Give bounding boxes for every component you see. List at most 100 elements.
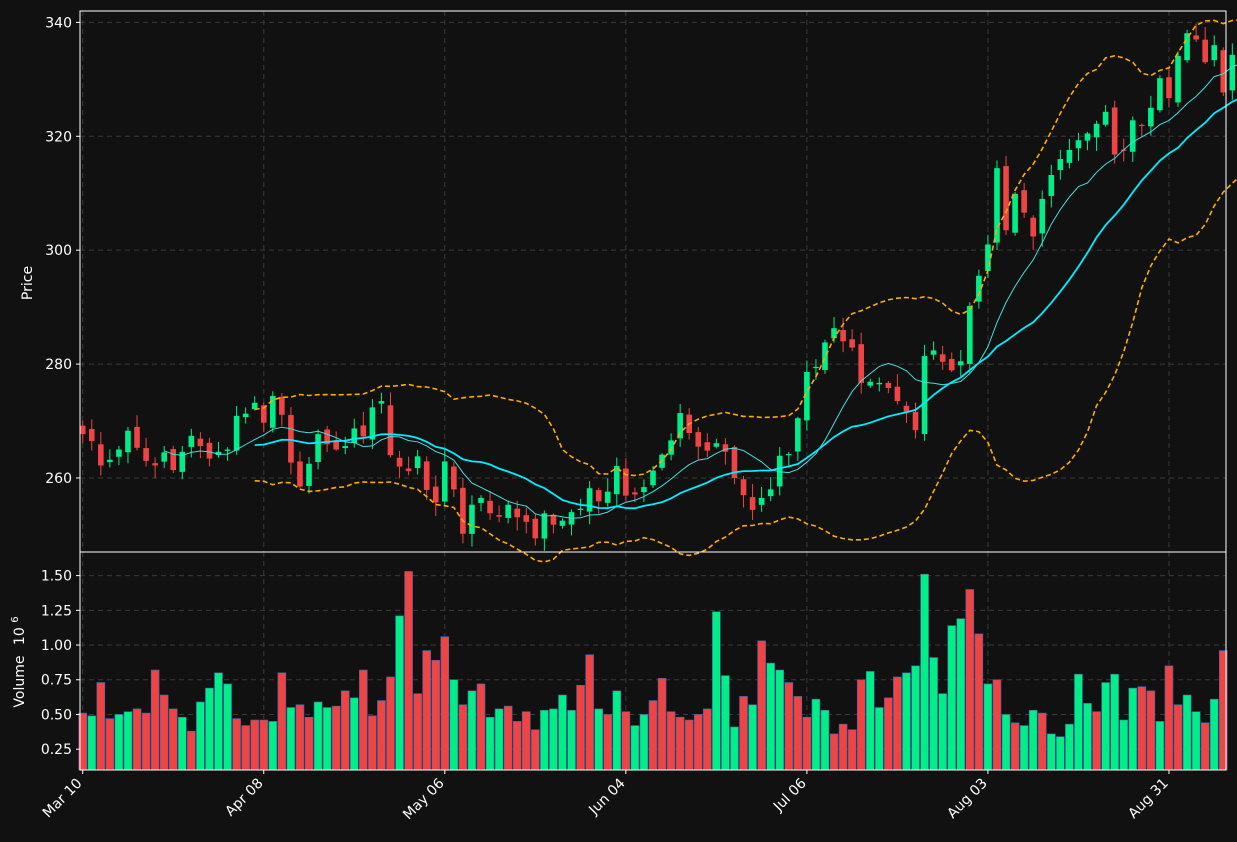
candle-body bbox=[270, 395, 276, 428]
volume-bar bbox=[313, 701, 323, 771]
candle-body bbox=[804, 372, 810, 421]
candle-body bbox=[921, 356, 928, 435]
moving-average-line-20 bbox=[254, 98, 1237, 510]
volume-ytick-label: 1.00 bbox=[41, 638, 72, 654]
candle-body bbox=[1175, 55, 1181, 103]
volume-bar bbox=[467, 690, 477, 771]
volume-bar bbox=[531, 729, 540, 771]
volume-ytick-label: 0.75 bbox=[41, 673, 72, 689]
candle-body bbox=[767, 489, 774, 497]
candle-body bbox=[903, 405, 910, 412]
price-ytick-label: 260 bbox=[45, 471, 72, 487]
candle-body bbox=[822, 342, 828, 370]
candle-body bbox=[1211, 45, 1218, 61]
volume-bar bbox=[1191, 711, 1201, 771]
volume-bar bbox=[512, 721, 522, 771]
volume-bar bbox=[567, 709, 576, 771]
candle-body bbox=[351, 428, 358, 443]
volume-axis-label-text: Volume bbox=[12, 656, 28, 708]
candle-body bbox=[125, 430, 131, 453]
candle-body bbox=[604, 491, 611, 503]
volume-bar bbox=[811, 698, 821, 771]
candle-body bbox=[224, 449, 231, 451]
volume-bar bbox=[232, 718, 241, 771]
candle-body bbox=[695, 432, 702, 447]
volume-bar bbox=[386, 676, 395, 771]
volume-bar bbox=[730, 726, 739, 771]
candle-body bbox=[1184, 33, 1190, 61]
volume-bar bbox=[684, 719, 694, 771]
candle-body bbox=[423, 461, 430, 490]
volume-bar bbox=[521, 711, 531, 771]
volume-bar bbox=[132, 708, 142, 771]
candle-body bbox=[88, 429, 95, 441]
volume-ytick-label: 0.50 bbox=[41, 707, 72, 723]
volume-bar bbox=[1056, 736, 1065, 771]
candle-body bbox=[143, 448, 149, 461]
volume-ytick-label: 1.25 bbox=[41, 603, 72, 619]
volume-bar bbox=[1182, 694, 1192, 771]
candle-body bbox=[876, 382, 883, 385]
volume-bar bbox=[268, 721, 278, 771]
candle-body bbox=[478, 497, 484, 503]
volume-bar bbox=[639, 714, 649, 771]
candle-body bbox=[514, 508, 521, 518]
volume-bar bbox=[1200, 722, 1210, 771]
volume-bar bbox=[159, 694, 169, 771]
volume-bar bbox=[621, 711, 631, 771]
candle-body bbox=[242, 413, 249, 418]
volume-bar bbox=[893, 676, 902, 771]
candle-body bbox=[342, 446, 349, 449]
volume-bar bbox=[1110, 673, 1119, 771]
candle-body bbox=[1148, 107, 1154, 127]
volume-bar bbox=[1119, 719, 1128, 771]
candle-body bbox=[1066, 149, 1073, 163]
volume-bar bbox=[1001, 714, 1011, 771]
candle-body bbox=[1193, 35, 1199, 40]
candle-body bbox=[948, 358, 955, 371]
volume-bar bbox=[666, 711, 676, 771]
candle-body bbox=[369, 407, 376, 440]
candle-body bbox=[894, 386, 901, 402]
volume-bar bbox=[1137, 686, 1147, 771]
candle-body bbox=[957, 361, 964, 366]
candle-body bbox=[197, 438, 204, 447]
volume-bar bbox=[105, 718, 115, 771]
candle-body bbox=[161, 452, 167, 462]
volume-bar bbox=[920, 573, 929, 771]
candle-body bbox=[668, 440, 674, 455]
volume-bar bbox=[96, 682, 106, 771]
candle-body bbox=[1139, 124, 1145, 127]
price-ytick-label: 300 bbox=[45, 243, 72, 259]
volume-bar bbox=[757, 640, 766, 771]
axes bbox=[79, 10, 1227, 771]
volume-bar bbox=[1101, 682, 1110, 771]
candle-body bbox=[541, 513, 548, 539]
candle-body bbox=[795, 418, 801, 452]
candle-body bbox=[677, 413, 683, 439]
candle-body bbox=[360, 425, 367, 437]
candle-body bbox=[505, 504, 511, 518]
volume-bar bbox=[875, 707, 884, 771]
volume-bar bbox=[721, 675, 730, 771]
candle-body bbox=[306, 463, 312, 486]
price-ytick-label: 280 bbox=[45, 357, 72, 373]
candle-body bbox=[1157, 78, 1163, 111]
candle-body bbox=[559, 520, 566, 526]
candle-body bbox=[523, 515, 530, 522]
volume-bar bbox=[331, 705, 341, 771]
candle-body bbox=[432, 486, 439, 503]
candle-body bbox=[632, 492, 638, 495]
candle-body bbox=[288, 414, 294, 463]
volume-bar bbox=[693, 714, 703, 771]
candle-body bbox=[279, 396, 285, 415]
volume-bar bbox=[1019, 725, 1029, 771]
volume-bar bbox=[712, 611, 721, 771]
volume-bar bbox=[1074, 673, 1083, 771]
volume-bar bbox=[1173, 704, 1183, 771]
volume-bar bbox=[549, 708, 558, 771]
candle-body bbox=[849, 339, 855, 348]
candle-body bbox=[939, 354, 946, 362]
volume-bar bbox=[1037, 712, 1047, 771]
candle-body bbox=[134, 426, 140, 448]
